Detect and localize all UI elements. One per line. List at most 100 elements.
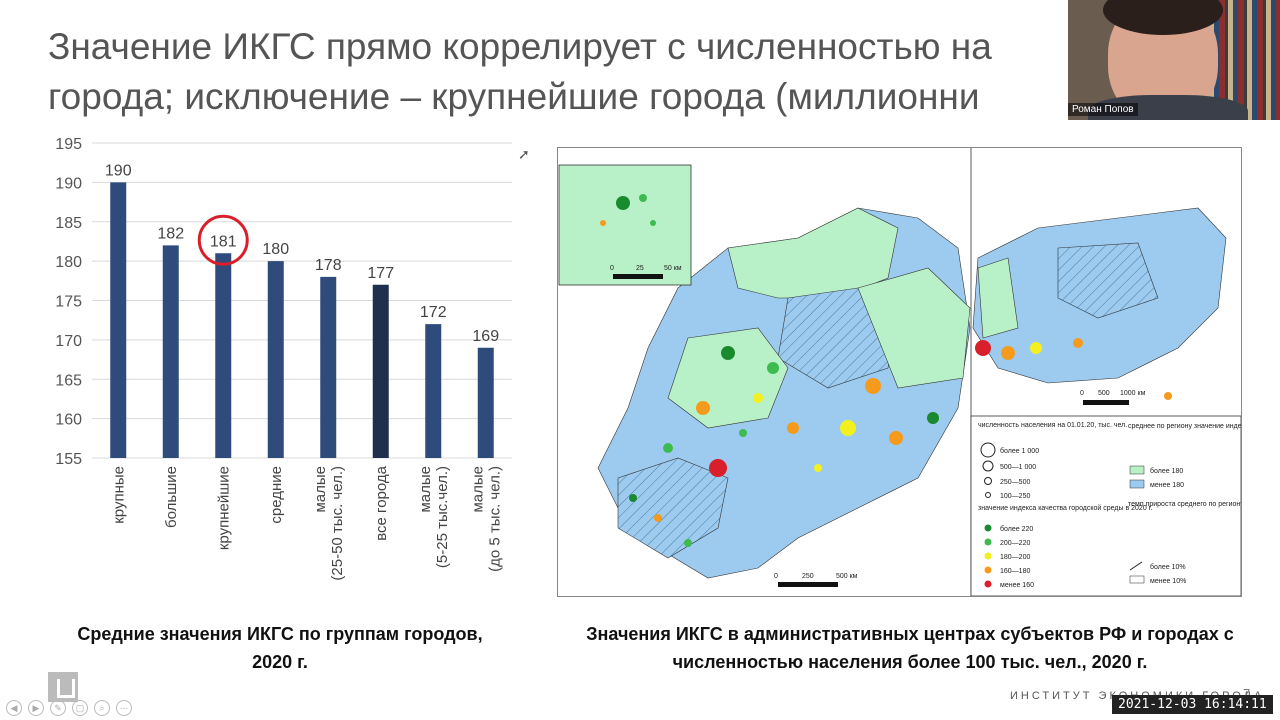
x-tick-label-line: крупнейшие xyxy=(215,466,232,550)
speaker-name: Роман Попов xyxy=(1068,103,1138,116)
x-tick-label-line: (25-50 тыс. чел.) xyxy=(329,466,346,581)
prev-slide-icon[interactable]: ◀ xyxy=(6,700,22,716)
legend-index-swatch xyxy=(984,524,992,532)
inset-scale-50: 50 км xyxy=(664,265,682,272)
x-tick-label: средние xyxy=(268,466,285,524)
legend-index-swatch xyxy=(984,552,992,560)
bar xyxy=(110,182,127,458)
slides-icon[interactable]: ▢ xyxy=(72,700,88,716)
y-tick-label: 180 xyxy=(55,254,82,271)
inset-scale-25: 25 xyxy=(636,265,644,272)
page-number: 7 xyxy=(1243,686,1251,701)
institute-logo-icon xyxy=(48,672,78,702)
x-tick-label-line: крупные xyxy=(110,466,127,524)
data-label: 169 xyxy=(472,328,499,345)
legend-index-title: значение индекса качества городской сред… xyxy=(978,504,1152,512)
y-tick-label: 155 xyxy=(55,451,82,468)
title-line-2: города; исключение – крупнейшие города (… xyxy=(48,76,980,117)
legend-index-label: менее 160 xyxy=(1000,582,1034,589)
legend-growth-high: более 10% xyxy=(1150,563,1186,571)
x-tick-label: все города xyxy=(373,465,390,540)
x-tick-label: крупные xyxy=(110,466,127,524)
legend-growth-title: темп прироста среднего по региону значен… xyxy=(1128,500,1241,508)
legend-region-title: среднее по региону значение индекса каче… xyxy=(1128,422,1241,430)
legend-region-high: более 180 xyxy=(1150,467,1183,475)
legend-index-swatch xyxy=(984,580,992,588)
legend-population-4: 100—250 xyxy=(1000,493,1030,500)
y-tick-label: 160 xyxy=(55,412,82,429)
data-label: 190 xyxy=(105,162,132,179)
y-tick-label: 195 xyxy=(55,136,82,153)
legend-index-label: 200—220 xyxy=(1000,540,1030,547)
main-scale-250: 250 xyxy=(802,573,814,580)
russia-map: 0 25 50 км 0 500 1000 км 0 xyxy=(557,147,1280,597)
data-label: 172 xyxy=(420,304,447,321)
video-timestamp: 2021-12-03 16:14:11 xyxy=(1112,695,1273,714)
x-tick-label: крупнейшие xyxy=(215,466,232,550)
bar xyxy=(425,324,442,458)
bar xyxy=(372,284,389,458)
x-tick-label-line: большие xyxy=(163,466,180,528)
x-tick-label-line: (5-25 тыс.чел.) xyxy=(434,466,451,568)
map-east-green xyxy=(977,257,1019,339)
caption-left: Средние значения ИКГС по группам городов… xyxy=(77,624,483,672)
y-tick-label: 185 xyxy=(55,215,82,232)
next-slide-icon[interactable]: ▶ xyxy=(28,700,44,716)
legend-index-label: более 220 xyxy=(1000,525,1033,533)
x-tick-label: малые (до 5 тыс. чел.) xyxy=(469,466,503,572)
y-tick-label: 190 xyxy=(55,175,82,192)
y-tick-label: 170 xyxy=(55,333,82,350)
legend-population-title: численность населения на 01.01.20, тыс. … xyxy=(978,422,1127,429)
x-tick-label-line: (до 5 тыс. чел.) xyxy=(486,466,503,572)
inset-scale-0: 0 xyxy=(610,265,614,272)
bar-chart: 155 160 165 170 175 180 185 190 195 190 крупные 182… xyxy=(55,136,512,581)
map-region-east-green xyxy=(857,267,971,389)
data-label: 181 xyxy=(210,233,237,250)
legend-index-swatch xyxy=(984,566,992,574)
caption-right: Значения ИКГС в административных центрах… xyxy=(586,624,1234,672)
mouse-cursor-icon: ➚ xyxy=(518,146,530,162)
bar xyxy=(162,245,179,458)
data-label: 180 xyxy=(262,241,289,258)
pen-icon[interactable]: ✎ xyxy=(50,700,66,716)
highlight-circle xyxy=(197,214,249,266)
east-scale-1000: 1000 км xyxy=(1120,390,1146,397)
legend-region-low: менее 180 xyxy=(1150,482,1184,489)
bar xyxy=(267,261,284,458)
legend-population-3: 250—500 xyxy=(1000,479,1030,486)
bar xyxy=(477,347,494,458)
x-tick-label-line: малые xyxy=(469,466,486,513)
slide-title: Значение ИКГС прямо коррелирует с числен… xyxy=(48,22,1088,122)
x-tick-label: большие xyxy=(163,466,180,528)
data-label: 177 xyxy=(367,265,394,282)
title-line-1: Значение ИКГС прямо коррелирует с числен… xyxy=(48,26,992,67)
speaker-video: Роман Попов xyxy=(1068,0,1280,120)
y-tick-label: 175 xyxy=(55,294,82,311)
legend-growth-low: менее 10% xyxy=(1150,578,1186,585)
bar xyxy=(215,253,232,458)
x-tick-label: малые (25-50 тыс. чел.) xyxy=(312,466,346,581)
y-tick-label: 165 xyxy=(55,372,82,389)
bar xyxy=(320,276,337,458)
zoom-icon[interactable]: ⌕ xyxy=(94,700,110,716)
presentation-controls[interactable]: ◀ ▶ ✎ ▢ ⌕ ⋯ xyxy=(6,700,132,716)
legend-index-swatch xyxy=(984,538,992,546)
main-scale-0: 0 xyxy=(774,573,778,580)
map-region-north-green xyxy=(727,207,899,299)
data-label: 182 xyxy=(157,225,184,242)
x-tick-label-line: малые xyxy=(312,466,329,513)
more-icon[interactable]: ⋯ xyxy=(116,700,132,716)
legend-index-label: 180—200 xyxy=(1000,554,1030,561)
x-tick-label-line: все города xyxy=(373,465,390,540)
legend-population-1: более 1 000 xyxy=(1000,447,1039,455)
x-tick-label-line: средние xyxy=(268,466,285,524)
map-east-hatched xyxy=(1057,242,1159,319)
east-scale-500: 500 xyxy=(1098,390,1110,397)
data-label: 178 xyxy=(315,257,342,274)
map-region-south-hatched xyxy=(617,457,729,559)
legend-index-label: 160—180 xyxy=(1000,568,1030,575)
east-scale-0: 0 xyxy=(1080,390,1084,397)
x-tick-label-line: малые xyxy=(417,466,434,513)
main-scale-500: 500 км xyxy=(836,573,858,580)
legend-population-2: 500—1 000 xyxy=(1000,464,1036,471)
